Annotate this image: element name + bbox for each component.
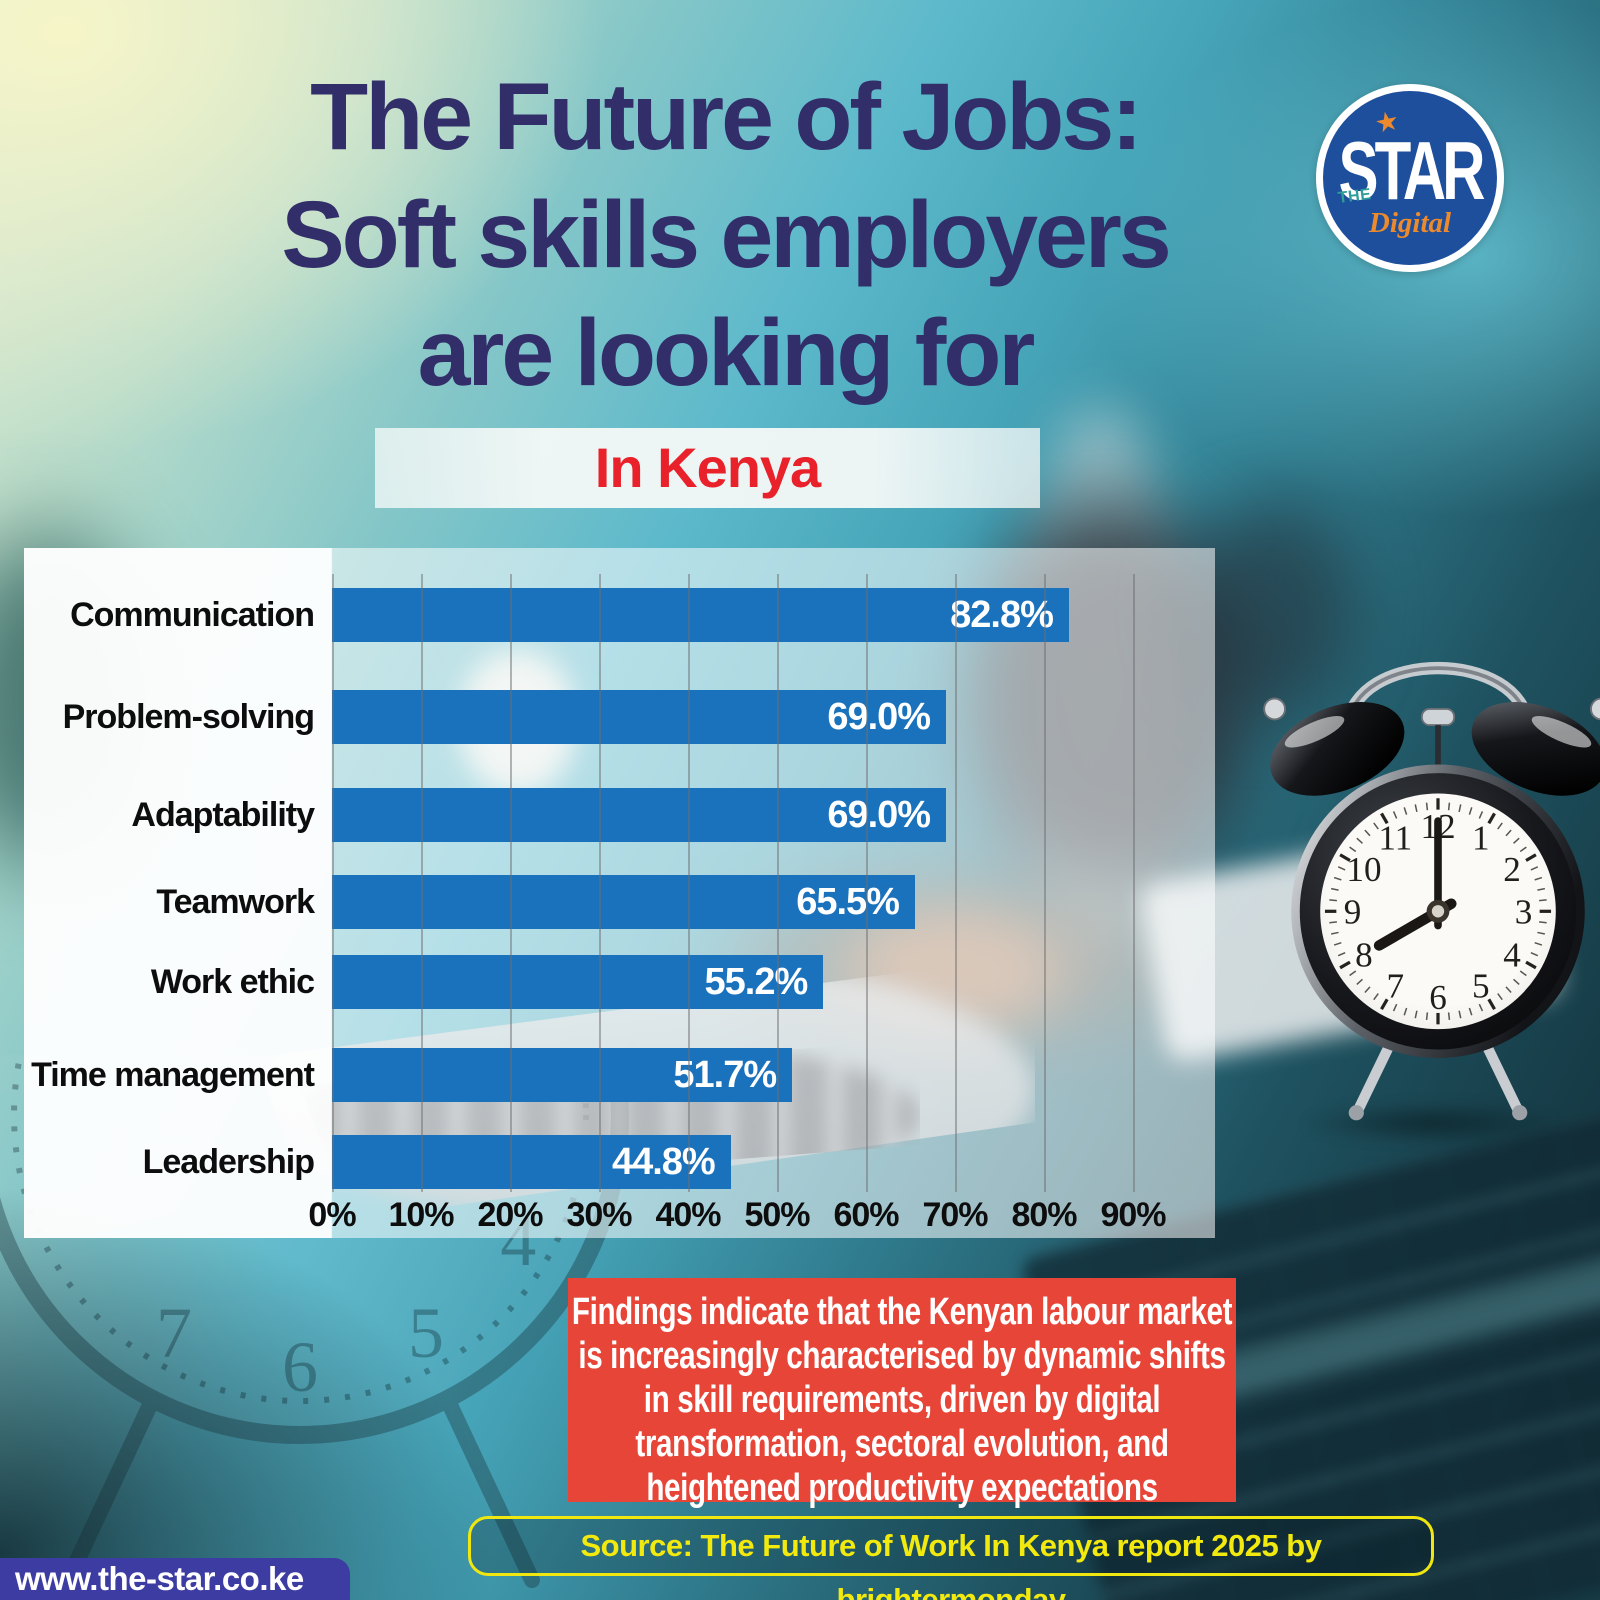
category-label: Leadership	[142, 1143, 315, 1181]
chart-row: Time management 51.7%	[24, 1048, 1215, 1102]
svg-text:5: 5	[1472, 967, 1490, 1006]
title-line: The Future of Jobs:	[310, 64, 1143, 170]
clock-bells	[1270, 701, 1600, 796]
chart-row: Teamwork 65.5%	[24, 875, 1215, 929]
gridline	[1044, 574, 1046, 1192]
category-label: Problem-solving	[62, 698, 315, 736]
x-axis-tick: 30%	[566, 1196, 632, 1234]
bar-value-label: 44.8%	[611, 1141, 716, 1183]
svg-text:4: 4	[1503, 935, 1521, 974]
bar-value-label: 55.2%	[704, 961, 809, 1003]
page-title: The Future of Jobs: Soft skills employer…	[0, 58, 1450, 412]
source-text: Source: The Future of Work In Kenya repo…	[580, 1528, 1322, 1600]
clock-tick-marks	[1324, 798, 1552, 1025]
clock-shadow	[1255, 1095, 1600, 1151]
svg-text:8: 8	[1355, 935, 1373, 974]
gridline	[599, 574, 601, 1192]
svg-text:6: 6	[1429, 978, 1447, 1017]
bar: 51.7%	[332, 1048, 793, 1102]
chart-row: Adaptability 69.0%	[24, 788, 1215, 842]
gridline	[421, 574, 423, 1192]
svg-text:6: 6	[282, 1327, 318, 1407]
clock-leg	[1482, 1041, 1524, 1116]
bar-value-label: 69.0%	[827, 794, 931, 836]
svg-text:10: 10	[1346, 850, 1381, 889]
title-line: Soft skills employers	[281, 182, 1171, 288]
source-pill: Source: The Future of Work In Kenya repo…	[468, 1516, 1434, 1600]
x-axis-tick: 90%	[1100, 1196, 1166, 1234]
category-label: Work ethic	[150, 963, 315, 1001]
logo-digital-text: Digital	[1368, 207, 1452, 239]
gridline	[688, 574, 690, 1192]
bar: 65.5%	[332, 875, 915, 929]
bar-value-label: 69.0%	[827, 696, 931, 738]
category-label: Time management	[31, 1056, 315, 1094]
gridline	[777, 574, 779, 1192]
alarm-clock: 121234567891011	[1263, 662, 1600, 1121]
svg-text:3: 3	[1515, 893, 1533, 932]
x-axis-tick: 20%	[477, 1196, 543, 1234]
category-label: Adaptability	[131, 796, 315, 834]
logo-circle: ★ STAR THE Digital	[1323, 91, 1497, 265]
findings-text: Findings indicate that the Kenyan labour…	[571, 1291, 1233, 1509]
svg-text:2: 2	[1503, 850, 1521, 889]
chart-row: Problem-solving 69.0%	[24, 690, 1215, 744]
bar: 82.8%	[332, 588, 1069, 642]
gridline	[510, 574, 512, 1192]
bar-chart-panel: 0% 10% 20% 30% 40% 50% 60% 70% 80% 90% Communicat…	[24, 548, 1215, 1238]
bar-value-label: 51.7%	[673, 1054, 777, 1096]
gridline	[866, 574, 868, 1192]
category-label: Communication	[70, 596, 315, 634]
x-axis-tick: 0%	[308, 1196, 356, 1234]
chart-row: Communication 82.8%	[24, 588, 1215, 642]
gridline	[332, 574, 334, 1192]
title-line: are looking for	[417, 300, 1036, 406]
subtitle-band: In Kenya	[375, 428, 1040, 508]
svg-text:1: 1	[1472, 819, 1490, 858]
findings-box: Findings indicate that the Kenyan labour…	[568, 1278, 1236, 1509]
clock-hands	[1373, 817, 1457, 951]
gridline	[1133, 574, 1135, 1192]
gridline	[955, 574, 957, 1192]
svg-text:5: 5	[408, 1293, 444, 1373]
svg-text:11: 11	[1378, 819, 1412, 858]
subtitle: In Kenya	[594, 436, 821, 499]
star-digital-logo: ★ STAR THE Digital	[1316, 84, 1504, 272]
chart-row: Work ethic 55.2%	[24, 955, 1215, 1009]
clock-leg	[1352, 1041, 1394, 1116]
x-axis-tick: 40%	[655, 1196, 721, 1234]
bar: 44.8%	[332, 1135, 731, 1189]
svg-text:7: 7	[1386, 967, 1404, 1006]
x-axis-tick: 10%	[388, 1196, 454, 1234]
bar: 69.0%	[332, 690, 947, 744]
x-axis-tick: 70%	[922, 1196, 988, 1234]
bar: 55.2%	[332, 955, 824, 1009]
x-axis-tick: 80%	[1011, 1196, 1077, 1234]
logo-star-text: STAR	[1338, 124, 1486, 217]
chart-row: Leadership 44.8%	[24, 1135, 1215, 1189]
x-axis-tick: 60%	[833, 1196, 899, 1234]
x-axis-tick: 50%	[744, 1196, 810, 1234]
bar-value-label: 65.5%	[796, 881, 900, 923]
clock-hammer	[1420, 708, 1456, 727]
svg-text:7: 7	[156, 1293, 192, 1373]
website-url[interactable]: www.the-star.co.ke	[15, 1560, 304, 1597]
svg-text:9: 9	[1344, 893, 1362, 932]
website-ribbon[interactable]: www.the-star.co.ke	[0, 1558, 350, 1600]
bar: 69.0%	[332, 788, 947, 842]
bar-value-label: 82.8%	[950, 594, 1054, 636]
category-label: Teamwork	[156, 883, 315, 921]
